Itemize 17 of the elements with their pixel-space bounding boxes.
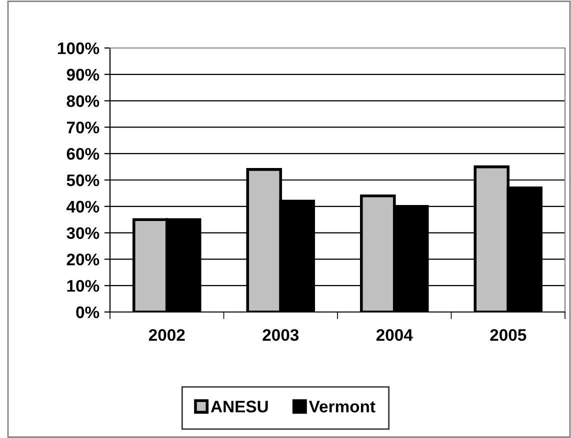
y-tick-label: 50% xyxy=(66,174,100,186)
y-tick-label: 90% xyxy=(66,68,100,81)
y-tick-label: 10% xyxy=(67,280,100,292)
y-tick-label: 100% xyxy=(58,42,100,54)
y-tick-label: 0% xyxy=(76,306,100,318)
legend-label: ANESU xyxy=(210,400,268,412)
y-tick-label: 70% xyxy=(66,122,100,134)
y-tick-label: 40% xyxy=(66,200,100,213)
x-tick-label: 2005 xyxy=(490,329,526,341)
y-tick-label: 80% xyxy=(66,95,100,108)
x-tick-label: 2002 xyxy=(148,329,185,341)
y-tick-label: 60% xyxy=(66,148,100,160)
y-tick-label: 20% xyxy=(66,254,100,266)
y-tick-label: 30% xyxy=(66,227,100,240)
x-tick-label: 2003 xyxy=(262,329,299,341)
legend-label: Vermont xyxy=(308,400,376,412)
x-tick-label: 2004 xyxy=(376,329,413,341)
